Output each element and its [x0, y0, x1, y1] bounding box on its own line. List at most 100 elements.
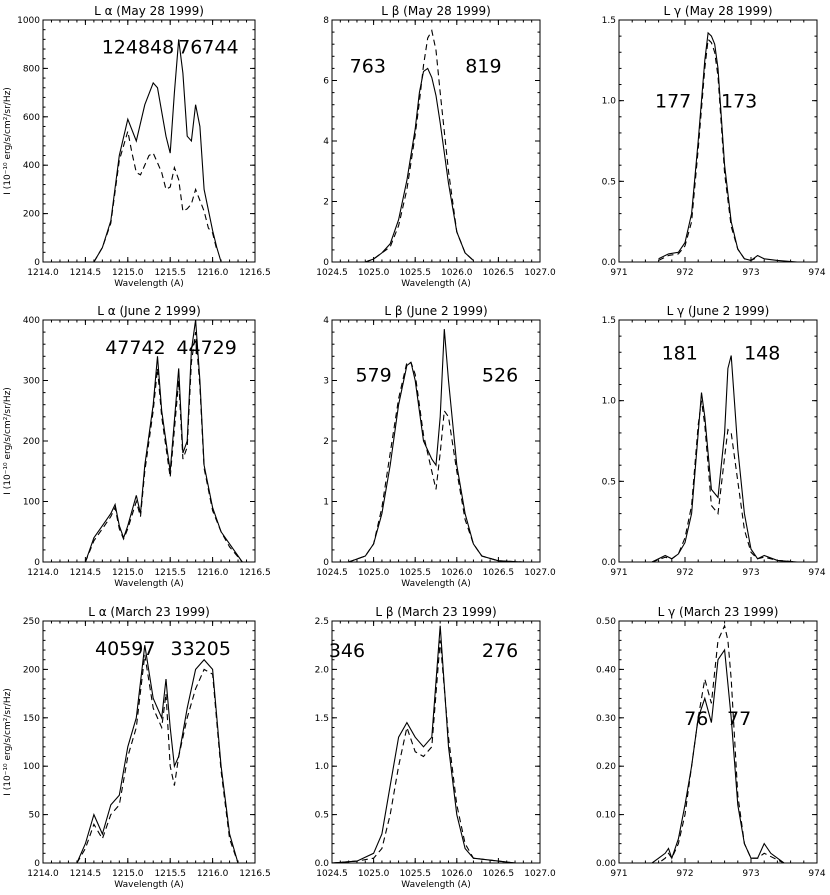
y-axis-title-1: I (10⁻¹⁰ erg/s/cm²/sr/Hz) [3, 87, 13, 195]
intensity-annotation: 77 [727, 708, 751, 730]
y-tick-label: 200 [23, 437, 40, 447]
intensity-annotation: 181 [662, 342, 698, 364]
x-tick-label: 1214.0 [27, 268, 59, 278]
y-tick-label: 0.5 [602, 477, 616, 487]
x-tick-label: 1026.5 [483, 568, 515, 578]
panel-title-3: L γ (May 28 1999) [663, 4, 772, 18]
y-tick-label: 3 [323, 377, 329, 387]
x-tick-label: 1216.5 [239, 268, 271, 278]
x-tick-label: 1025.5 [399, 869, 431, 879]
intensity-annotation: 124848 [102, 37, 175, 59]
y-tick-label: 400 [23, 316, 40, 326]
x-tick-label: 1215.0 [112, 268, 144, 278]
y-tick-label: 200 [23, 210, 40, 220]
y-tick-label: 200 [23, 665, 40, 675]
y-tick-label: 0 [34, 558, 40, 568]
y-tick-label: 0.20 [596, 762, 616, 772]
y-tick-label: 100 [23, 762, 40, 772]
y-tick-label: 6 [323, 77, 329, 87]
y-tick-label: 600 [23, 113, 40, 123]
plot-frame-9 [618, 620, 818, 864]
intensity-annotation: 276 [482, 640, 518, 662]
panel-title-9: L γ (March 23 1999) [658, 605, 779, 619]
intensity-annotation: 76744 [178, 37, 238, 59]
intensity-annotation: 148 [744, 342, 780, 364]
series-line-solid [76, 645, 239, 864]
intensity-annotation: 579 [355, 364, 391, 386]
x-axis-title-7: Wavelength (A) [114, 880, 183, 890]
y-tick-label: 250 [23, 617, 40, 627]
y-tick-label: 1.0 [315, 762, 330, 772]
series-line-solid [331, 625, 516, 864]
plot-frame-7 [42, 620, 256, 864]
series-line-dashed [348, 361, 524, 563]
y-axis-title-7: I (10⁻¹⁰ erg/s/cm²/sr/Hz) [3, 688, 13, 796]
y-tick-label: 2.0 [315, 665, 330, 675]
x-axis-title-1: Wavelength (A) [114, 279, 183, 289]
series-line-solid [651, 648, 785, 864]
x-tick-label: 1214.0 [27, 869, 59, 879]
y-tick-label: 1.0 [602, 397, 617, 407]
y-tick-label: 2 [323, 437, 329, 447]
y-tick-label: 300 [23, 377, 40, 387]
y-tick-label: 8 [323, 16, 329, 26]
x-tick-label: 1027.0 [524, 568, 556, 578]
x-tick-label: 973 [742, 268, 759, 278]
panel-title-8: L β (March 23 1999) [375, 605, 496, 619]
series-line-dashed [93, 131, 218, 263]
panel-title-7: L α (March 23 1999) [88, 605, 210, 619]
x-tick-label: 971 [610, 268, 627, 278]
x-axis-title-8: Wavelength (A) [401, 880, 470, 890]
y-tick-label: 1000 [17, 16, 40, 26]
series-line-solid [93, 39, 222, 263]
series-line-solid [365, 67, 474, 263]
x-tick-label: 972 [676, 268, 693, 278]
intensity-annotation: 526 [482, 364, 518, 386]
x-tick-label: 1215.5 [154, 268, 186, 278]
x-tick-label: 1215.0 [112, 568, 144, 578]
x-tick-label: 1026.5 [483, 268, 515, 278]
x-tick-label: 971 [610, 568, 627, 578]
intensity-annotation: 47742 [105, 337, 165, 359]
x-tick-label: 1024.5 [316, 268, 348, 278]
intensity-annotation: 819 [465, 55, 501, 77]
intensity-annotation: 33205 [171, 638, 231, 660]
x-tick-label: 1216.5 [239, 869, 271, 879]
y-tick-label: 0 [34, 258, 40, 268]
y-tick-label: 1.0 [602, 97, 617, 107]
intensity-annotation: 76 [684, 708, 708, 730]
y-tick-label: 1.5 [602, 316, 616, 326]
x-tick-label: 1027.0 [524, 869, 556, 879]
x-axis-title-4: Wavelength (A) [114, 579, 183, 589]
series-line-dashed [84, 332, 243, 563]
x-tick-label: 974 [808, 568, 825, 578]
series-line-dashed [331, 640, 516, 864]
x-tick-label: 1024.5 [316, 869, 348, 879]
y-tick-label: 800 [23, 64, 40, 74]
panel-title-1: L α (May 28 1999) [94, 4, 204, 18]
y-tick-label: 150 [23, 714, 40, 724]
y-tick-label: 400 [23, 161, 40, 171]
series-line-dashed [76, 654, 239, 864]
x-tick-label: 973 [742, 869, 759, 879]
series-line-solid [651, 355, 798, 563]
y-tick-label: 1.5 [602, 16, 616, 26]
y-axis-title-4: I (10⁻¹⁰ erg/s/cm²/sr/Hz) [3, 387, 13, 495]
x-tick-label: 1214.5 [70, 568, 102, 578]
x-tick-label: 972 [676, 869, 693, 879]
x-tick-label: 1025.0 [358, 268, 390, 278]
y-tick-label: 0.5 [602, 177, 616, 187]
panel-title-2: L β (May 28 1999) [381, 4, 491, 18]
y-tick-label: 0.10 [596, 811, 616, 821]
x-axis-title-5: Wavelength (A) [401, 579, 470, 589]
x-tick-label: 1026.5 [483, 869, 515, 879]
y-tick-label: 0.50 [596, 617, 616, 627]
x-tick-label: 1026.0 [441, 869, 473, 879]
series-line-solid [348, 329, 524, 563]
x-tick-label: 1214.5 [70, 268, 102, 278]
x-tick-label: 1025.5 [399, 568, 431, 578]
y-tick-label: 0.40 [596, 665, 616, 675]
y-tick-label: 0 [323, 558, 329, 568]
x-tick-label: 1216.5 [239, 568, 271, 578]
